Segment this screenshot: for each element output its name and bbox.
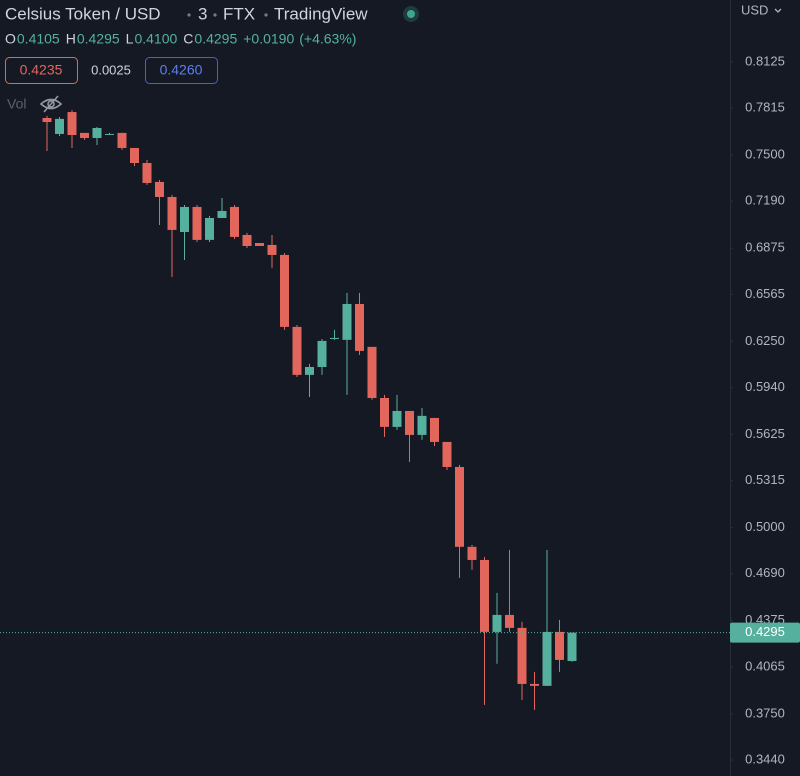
- change-percent: (+4.63%): [299, 31, 356, 47]
- y-tick-label: 0.8125: [745, 53, 785, 68]
- candle-body: [330, 337, 339, 339]
- y-tick-label: 0.3750: [745, 705, 785, 720]
- candle-body: [530, 683, 539, 686]
- ohlc-value: 0.4105: [17, 31, 60, 47]
- candle-body: [405, 410, 414, 435]
- y-tick-label: 0.6250: [745, 333, 785, 348]
- candle-body: [255, 243, 264, 247]
- y-tick-label: 0.5940: [745, 379, 785, 394]
- status-dot[interactable]: [407, 10, 415, 18]
- y-tick-label: 0.6875: [745, 240, 785, 255]
- price-axis: 0.8125 0.7815 0.7500 0.7190 0.6875 0.6565 0.62…: [730, 53, 800, 766]
- candle-body: [567, 632, 577, 661]
- candle-body: [67, 112, 77, 135]
- candle-body: [417, 415, 427, 435]
- candle-body: [105, 133, 114, 135]
- hide-icon[interactable]: [39, 95, 63, 113]
- y-tick-label: 0.5000: [745, 519, 785, 534]
- candle-body: [442, 441, 452, 467]
- currency[interactable]: USD: [741, 2, 768, 17]
- candle-body: [430, 417, 439, 442]
- candle-body: [355, 303, 364, 351]
- candle-body: [317, 340, 327, 367]
- ohlc-value: 0.4100: [134, 31, 177, 47]
- last-price-label: 0.4295: [745, 624, 785, 639]
- bid: 0.4235: [20, 62, 63, 78]
- ask-box[interactable]: [145, 57, 218, 84]
- candle-body: [92, 127, 102, 138]
- y-tick-label: 0.4065: [745, 658, 785, 673]
- y-tick-label: 0.7500: [745, 147, 785, 162]
- y-tick-label: 0.5315: [745, 472, 785, 487]
- candle-body: [492, 614, 502, 632]
- candle-body: [167, 196, 177, 230]
- ask: 0.4260: [160, 62, 203, 78]
- candle-body: [455, 466, 464, 547]
- interval: 3: [198, 4, 207, 23]
- candle-body: [292, 326, 302, 375]
- ohlc-key: C: [183, 31, 193, 47]
- bid-box[interactable]: [5, 57, 78, 84]
- candle-body: [517, 627, 527, 684]
- y-tick-label: 0.7815: [745, 100, 785, 115]
- candle-body: [80, 132, 89, 138]
- candle-body: [342, 303, 352, 340]
- candle-body: [142, 163, 152, 183]
- y-tick-label: 0.5625: [745, 426, 785, 441]
- separator: [264, 13, 268, 17]
- candle-body: [505, 614, 514, 628]
- candle-body: [155, 181, 164, 197]
- currency-chevron[interactable]: [774, 8, 782, 13]
- y-tick-label: 0.7190: [745, 193, 785, 208]
- candle-body: [305, 366, 314, 375]
- ohlc-key: H: [66, 31, 76, 47]
- candle-body: [467, 546, 477, 560]
- candle-body: [205, 217, 214, 240]
- candle-body: [380, 397, 389, 427]
- candle-body: [180, 206, 189, 232]
- candle-body: [217, 210, 227, 218]
- candle-body: [280, 254, 289, 327]
- candle-body: [367, 346, 377, 398]
- separator: [213, 13, 217, 17]
- candle-body: [242, 234, 252, 247]
- ohlc-key: O: [5, 31, 16, 47]
- symbol: Celsius Token / USD: [5, 4, 161, 23]
- spread: 0.0025: [91, 62, 131, 77]
- change: +0.0190: [243, 31, 294, 47]
- ohlc-value: 0.4295: [77, 31, 120, 47]
- source: TradingView: [274, 4, 368, 23]
- candle-body: [555, 631, 564, 660]
- candle-body: [480, 559, 489, 632]
- y-tick-label: 0.6565: [745, 286, 785, 301]
- candle-body: [230, 206, 239, 237]
- ohlc-key: L: [126, 31, 134, 47]
- y-tick-label: 0.3440: [745, 751, 785, 766]
- separator: [187, 13, 191, 17]
- candle-body: [42, 118, 52, 123]
- ohlc-value: 0.4295: [194, 31, 237, 47]
- candle-body: [542, 631, 552, 686]
- candle-body: [55, 118, 64, 134]
- candle-body: [130, 147, 139, 164]
- candle-body: [192, 206, 202, 240]
- last-price-tag: [730, 622, 800, 643]
- candle-body: [392, 410, 402, 427]
- exchange: FTX: [223, 4, 255, 23]
- candle-body: [267, 244, 277, 255]
- candle-body: [117, 132, 127, 148]
- ohlc-legend: O 0.4105 H 0.4295 L 0.4100 C 0.4295 +0.0190 (+4.6…: [5, 31, 356, 47]
- volume-label: Vol: [7, 96, 26, 112]
- y-tick-label: 0.4690: [745, 565, 785, 580]
- plot-area: [0, 109, 730, 710]
